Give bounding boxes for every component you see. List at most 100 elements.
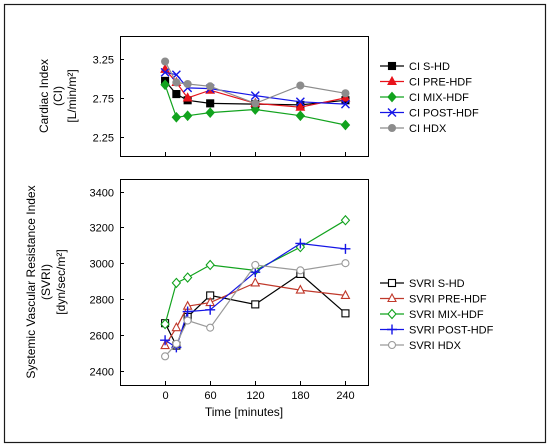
y-tick-label: 2400 xyxy=(90,367,114,379)
y-tick-label: 2800 xyxy=(90,295,114,307)
data-point xyxy=(171,322,182,332)
outer-border xyxy=(3,3,547,444)
data-point xyxy=(296,266,305,275)
series-ci-hdx xyxy=(161,57,350,108)
series-ci-mix-hdf xyxy=(160,79,351,131)
data-point xyxy=(160,318,170,330)
series-svri-hdx xyxy=(161,259,350,361)
data-point xyxy=(340,289,351,299)
data-point xyxy=(172,90,181,99)
y-axis-label-line: (CI) xyxy=(51,86,65,106)
x-tick-label: 180 xyxy=(291,390,309,402)
data-point xyxy=(160,67,170,77)
data-point xyxy=(251,260,260,270)
cardiac-index-panel: 2.25 2.75 3.25 Cardiac Index (CI) [L/min/m²] C… xyxy=(37,36,479,157)
legend-item: CI S-HD xyxy=(380,61,450,73)
legend-label: SVRI HDX xyxy=(409,340,462,352)
y-tick-label: 2600 xyxy=(90,331,114,343)
legend-marker xyxy=(387,61,397,71)
data-point xyxy=(172,339,181,348)
x-tick-label: 0 xyxy=(162,390,168,402)
legend-item: CI MIX-HDF xyxy=(380,91,469,104)
plot-frame xyxy=(120,36,369,157)
data-point xyxy=(183,316,192,325)
x-tick-label: 60 xyxy=(204,390,216,402)
y-axis-label-line: Cardiac Index xyxy=(37,59,51,133)
x-tick-label: 240 xyxy=(336,390,354,402)
legend-marker xyxy=(387,324,397,335)
data-point xyxy=(295,238,306,249)
data-point xyxy=(251,99,260,108)
legend-marker xyxy=(387,108,397,117)
data-point xyxy=(206,82,215,91)
data-point xyxy=(160,335,171,346)
data-point xyxy=(295,101,306,111)
legend-label: CI MIX-HDF xyxy=(409,92,469,104)
legend-label: SVRI MIX-HDF xyxy=(409,309,484,321)
data-point xyxy=(295,284,306,294)
data-point xyxy=(182,92,193,102)
data-point xyxy=(251,300,260,309)
legend-marker xyxy=(387,91,397,103)
legend-label: CI HDX xyxy=(409,123,447,135)
y-tick-label: 3400 xyxy=(90,188,114,200)
legend-label: CI S-HD xyxy=(409,61,450,73)
data-point xyxy=(182,272,193,283)
data-point xyxy=(205,304,216,315)
legend-item: CI PRE-HDF xyxy=(380,75,472,89)
y-axis-label-line: (SVRI) xyxy=(39,264,53,300)
legend-item: CI POST-HDF xyxy=(380,108,479,120)
data-point xyxy=(206,99,215,108)
legend-item: CI HDX xyxy=(380,123,447,135)
data-point xyxy=(182,306,193,317)
data-point xyxy=(341,309,350,318)
legend-label: CI POST-HDF xyxy=(409,108,479,120)
legend-label: SVRI PRE-HDF xyxy=(409,294,487,306)
legend-label: SVRI S-HD xyxy=(409,278,465,290)
data-point xyxy=(161,57,170,66)
y-tick-label: 2.75 xyxy=(93,94,114,106)
legend-label: CI PRE-HDF xyxy=(409,77,472,89)
data-point xyxy=(340,119,351,131)
y-axis-label-line: [dyn/sec/m²] xyxy=(54,249,68,314)
data-point xyxy=(206,323,215,332)
legend-marker xyxy=(387,75,397,86)
legend-item: SVRI S-HD xyxy=(380,278,465,290)
data-point xyxy=(205,107,215,118)
y-tick-label: 2.25 xyxy=(93,133,114,145)
data-point xyxy=(182,110,193,122)
plot-frame xyxy=(120,179,369,386)
data-point xyxy=(340,243,351,254)
data-point xyxy=(341,89,350,98)
legend-item: SVRI MIX-HDF xyxy=(380,308,484,321)
data-point xyxy=(340,214,351,226)
data-point xyxy=(161,352,170,361)
y-tick-label: 3.25 xyxy=(93,55,114,67)
data-point xyxy=(341,259,350,268)
data-point xyxy=(183,79,192,89)
legend-marker xyxy=(387,340,397,350)
y-axis-label-line: Systemic Vascular Resistance Index xyxy=(24,185,38,378)
svri-panel: 2400 2600 2800 3000 3200 3400 0 60 120 180 240 Time… xyxy=(24,179,494,419)
legend-item: SVRI PRE-HDF xyxy=(380,292,487,306)
data-point xyxy=(171,111,182,123)
legend-marker xyxy=(387,123,397,133)
y-axis-label-line: [L/min/m²] xyxy=(65,69,79,122)
x-tick-label: 120 xyxy=(246,390,264,402)
y-tick-label: 3000 xyxy=(90,259,114,271)
legend-marker xyxy=(387,278,397,288)
legend-item: SVRI HDX xyxy=(380,340,462,352)
data-point xyxy=(250,277,261,287)
data-point xyxy=(160,79,170,91)
data-point xyxy=(172,78,181,87)
legend-marker xyxy=(387,292,397,303)
data-point xyxy=(250,104,261,115)
x-axis-label: Time [minutes] xyxy=(205,405,283,419)
data-point xyxy=(296,81,305,90)
data-point xyxy=(295,97,305,107)
data-point xyxy=(171,277,182,289)
legend-marker xyxy=(387,308,397,320)
legend-label: SVRI POST-HDF xyxy=(409,325,494,337)
data-point xyxy=(295,110,306,122)
